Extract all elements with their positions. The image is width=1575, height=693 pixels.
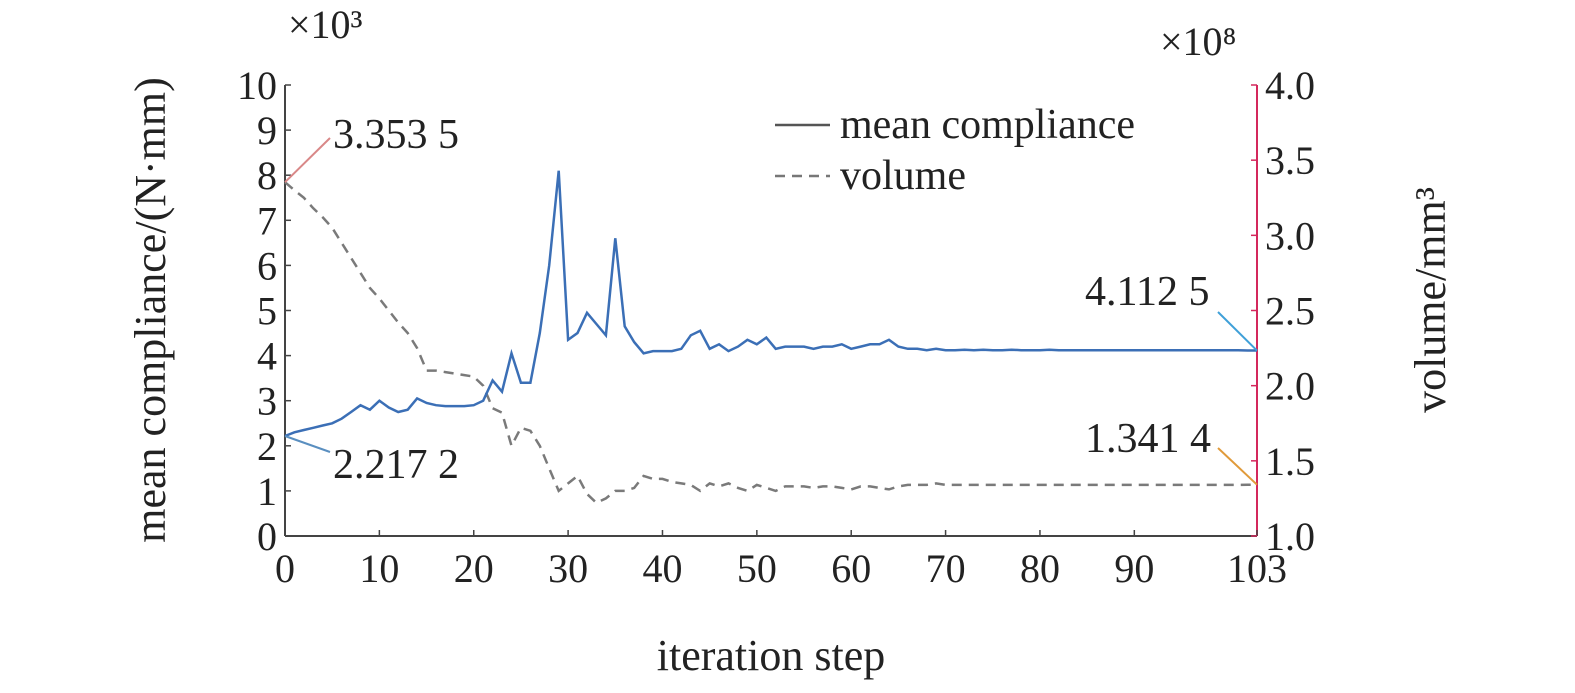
right-axis-multiplier: ×10⁸: [1160, 19, 1237, 64]
y-right-tick-label: 4.0: [1265, 63, 1315, 108]
y-left-tick-label: 2: [257, 424, 277, 469]
annotation-label: 2.217 2: [333, 442, 459, 488]
annotation-arrow: [1217, 311, 1258, 352]
y-left-tick-label: 7: [257, 198, 277, 243]
annotation-volume-start: 3.353 5: [284, 112, 459, 183]
annotation-label: 1.341 4: [1085, 416, 1211, 462]
x-tick-label: 80: [1020, 546, 1060, 591]
y-right-tick-label: 3.0: [1265, 213, 1315, 258]
annotation-arrow: [284, 435, 331, 453]
annotation-compliance-end: 4.112 5: [1085, 269, 1258, 352]
y-right-ticks: 1.0 1.5 2.0 2.5 3.0 3.5 4.0: [1251, 63, 1315, 559]
annotation-label: 3.353 5: [333, 112, 459, 158]
annotation-compliance-start: 2.217 2: [284, 435, 459, 488]
y-right-tick-label: 2.5: [1265, 289, 1315, 334]
x-tick-label: 103: [1227, 546, 1287, 591]
y-left-tick-label: 5: [257, 289, 277, 334]
annotation-arrow: [284, 137, 331, 183]
y-left-tick-label: 0: [257, 514, 277, 559]
series-volume-line: [284, 181, 1257, 505]
y-left-tick-label: 8: [257, 153, 277, 198]
annotation-arrow: [1217, 447, 1258, 486]
y-right-axis-title: volume/mm³: [1406, 187, 1455, 413]
y-left-tick-label: 6: [257, 243, 277, 288]
y-right-tick-label: 3.5: [1265, 138, 1315, 183]
x-tick-label: 90: [1114, 546, 1154, 591]
left-axis-multiplier: ×10³: [288, 2, 363, 47]
y-left-axis-title: mean compliance/(N·mm): [126, 77, 175, 542]
y-left-tick-label: 1: [257, 469, 277, 514]
x-tick-label: 0: [275, 546, 295, 591]
x-tick-label: 30: [548, 546, 588, 591]
annotation-volume-end: 1.341 4: [1085, 416, 1258, 486]
y-left-tick-label: 10: [237, 63, 277, 108]
legend-label-volume: volume: [840, 153, 966, 199]
x-tick-label: 60: [831, 546, 871, 591]
legend-label-mean-compliance: mean compliance: [840, 102, 1135, 148]
y-left-tick-label: 9: [257, 108, 277, 153]
x-tick-label: 40: [642, 546, 682, 591]
x-tick-label: 10: [359, 546, 399, 591]
y-right-tick-label: 1.0: [1265, 514, 1315, 559]
x-tick-label: 70: [926, 546, 966, 591]
legend: mean compliance volume: [775, 102, 1135, 199]
x-ticks: 0 10 20 30 40 50 60 70 80 90 103: [275, 530, 1287, 591]
y-left-tick-label: 3: [257, 379, 277, 424]
x-tick-label: 50: [737, 546, 777, 591]
series-mean-compliance-line: [284, 170, 1257, 438]
y-right-tick-label: 1.5: [1265, 439, 1315, 484]
y-left-tick-label: 4: [257, 334, 277, 379]
x-axis-title: iteration step: [657, 631, 886, 680]
x-tick-label: 20: [454, 546, 494, 591]
annotation-label: 4.112 5: [1085, 269, 1209, 315]
y-right-tick-label: 2.0: [1265, 364, 1315, 409]
